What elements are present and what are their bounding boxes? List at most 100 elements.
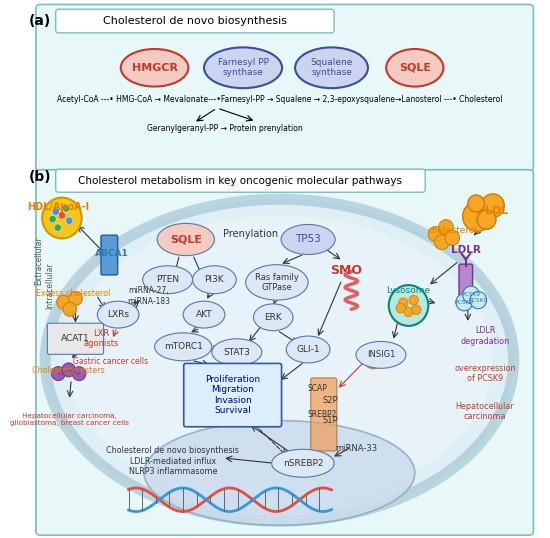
FancyBboxPatch shape	[56, 9, 334, 33]
Ellipse shape	[192, 266, 236, 294]
Text: overexpression
of PCSK9: overexpression of PCSK9	[454, 364, 516, 384]
Text: STAT3: STAT3	[223, 348, 250, 357]
Text: (a): (a)	[29, 14, 51, 28]
Text: S2P: S2P	[323, 396, 338, 405]
Text: Excess cholesterol: Excess cholesterol	[36, 289, 110, 298]
Circle shape	[389, 285, 428, 326]
Text: Acetyl-CoA ---• HMG-CoA → Mevalonate---•Farnesyl-PP → Squalene → 2,3-epoxysquale: Acetyl-CoA ---• HMG-CoA → Mevalonate---•…	[57, 95, 502, 104]
Circle shape	[62, 363, 75, 377]
Circle shape	[456, 294, 472, 311]
Text: Proliferation
Migration
Invasion
Survival: Proliferation Migration Invasion Surviva…	[205, 375, 260, 415]
Circle shape	[49, 215, 56, 223]
Text: PCSK9: PCSK9	[461, 292, 481, 298]
Ellipse shape	[386, 49, 443, 87]
Ellipse shape	[295, 47, 368, 88]
Text: TP53: TP53	[295, 235, 321, 244]
FancyBboxPatch shape	[47, 323, 103, 355]
Ellipse shape	[356, 342, 406, 369]
Circle shape	[481, 194, 504, 217]
Text: PTEN: PTEN	[156, 275, 179, 284]
Ellipse shape	[272, 449, 334, 477]
Circle shape	[470, 292, 487, 309]
Ellipse shape	[204, 47, 282, 88]
Text: Lysosome: Lysosome	[387, 286, 431, 295]
Text: SMO: SMO	[330, 264, 362, 277]
FancyBboxPatch shape	[184, 364, 282, 427]
Text: PCSK9: PCSK9	[469, 298, 488, 302]
Text: GLI-1: GLI-1	[296, 345, 320, 354]
Text: Prenylation: Prenylation	[223, 229, 278, 239]
Text: Hepatocellular carcinoma,
glioblastoma, breast cancer cells: Hepatocellular carcinoma, glioblastoma, …	[10, 413, 129, 426]
Text: SCAP: SCAP	[307, 384, 327, 393]
Ellipse shape	[45, 199, 514, 521]
Text: S1P: S1P	[323, 416, 338, 425]
Text: LXRs: LXRs	[107, 310, 129, 319]
Circle shape	[468, 195, 485, 212]
Circle shape	[477, 210, 496, 229]
Circle shape	[463, 286, 479, 303]
Text: SREBP2: SREBP2	[308, 410, 337, 420]
Circle shape	[42, 197, 82, 238]
Circle shape	[463, 201, 492, 231]
Ellipse shape	[66, 215, 493, 505]
Circle shape	[73, 367, 86, 380]
FancyBboxPatch shape	[56, 169, 425, 192]
Ellipse shape	[144, 421, 415, 525]
Text: Squalene
synthase: Squalene synthase	[310, 58, 353, 77]
Text: SQLE: SQLE	[170, 235, 202, 244]
Circle shape	[69, 292, 82, 306]
Text: PCSK9: PCSK9	[455, 300, 474, 305]
Text: Cholesterol metabolism in key oncogenic molecular pathways: Cholesterol metabolism in key oncogenic …	[79, 176, 403, 186]
Circle shape	[373, 343, 392, 362]
FancyBboxPatch shape	[311, 378, 337, 451]
Text: Hepatocellular
carcinoma: Hepatocellular carcinoma	[455, 401, 514, 421]
Ellipse shape	[142, 266, 192, 294]
Text: PI3K: PI3K	[205, 275, 224, 284]
Text: Ras family
GTPase: Ras family GTPase	[255, 273, 299, 292]
Ellipse shape	[183, 301, 225, 328]
Circle shape	[57, 295, 70, 309]
Text: Cholesterol de novo biosynthesis
LDLR-mediated influx
NLRP3 inflammasome: Cholesterol de novo biosynthesis LDLR-me…	[106, 446, 239, 476]
Text: Cholesterol de novo biosynthesis: Cholesterol de novo biosynthesis	[103, 16, 287, 26]
Circle shape	[52, 367, 65, 380]
Text: LXR
agonists: LXR agonists	[84, 329, 119, 349]
Circle shape	[404, 307, 413, 317]
Ellipse shape	[286, 336, 330, 363]
Circle shape	[399, 298, 408, 308]
Text: LDLR: LDLR	[451, 245, 481, 255]
Ellipse shape	[157, 223, 214, 256]
FancyBboxPatch shape	[36, 169, 534, 535]
Circle shape	[364, 350, 382, 369]
Text: LDLR
degradation: LDLR degradation	[460, 327, 510, 346]
Text: cholesterol: cholesterol	[427, 226, 477, 235]
Circle shape	[428, 226, 443, 242]
Circle shape	[445, 230, 460, 245]
FancyBboxPatch shape	[36, 4, 534, 171]
Text: ABCA1: ABCA1	[95, 250, 129, 258]
Text: miRNA-33: miRNA-33	[336, 444, 377, 453]
Ellipse shape	[212, 339, 262, 366]
Text: nSREBP2: nSREBP2	[283, 459, 323, 468]
Circle shape	[58, 211, 65, 219]
Circle shape	[396, 303, 405, 313]
Circle shape	[434, 235, 449, 250]
Text: Farnesyl PP
synthase: Farnesyl PP synthase	[218, 58, 268, 77]
Ellipse shape	[155, 333, 212, 361]
Text: ACAT1: ACAT1	[61, 334, 90, 343]
Circle shape	[409, 295, 419, 305]
Circle shape	[63, 302, 76, 316]
Text: HDL/ApoA-I: HDL/ApoA-I	[28, 202, 89, 213]
Circle shape	[411, 305, 421, 315]
Text: LDL: LDL	[486, 206, 509, 216]
Ellipse shape	[97, 301, 139, 328]
Text: INSIG1: INSIG1	[367, 350, 395, 359]
Text: Extracellular: Extracellular	[35, 237, 43, 285]
Text: AKT: AKT	[196, 310, 212, 319]
Ellipse shape	[254, 304, 293, 331]
FancyBboxPatch shape	[101, 235, 118, 275]
Circle shape	[54, 224, 62, 231]
Text: Geranylgeranyl-PP → Protein prenylation: Geranylgeranyl-PP → Protein prenylation	[147, 124, 302, 133]
Circle shape	[52, 208, 59, 215]
Text: ERK: ERK	[265, 313, 282, 322]
Text: Cholesteryl esters: Cholesteryl esters	[32, 366, 105, 376]
